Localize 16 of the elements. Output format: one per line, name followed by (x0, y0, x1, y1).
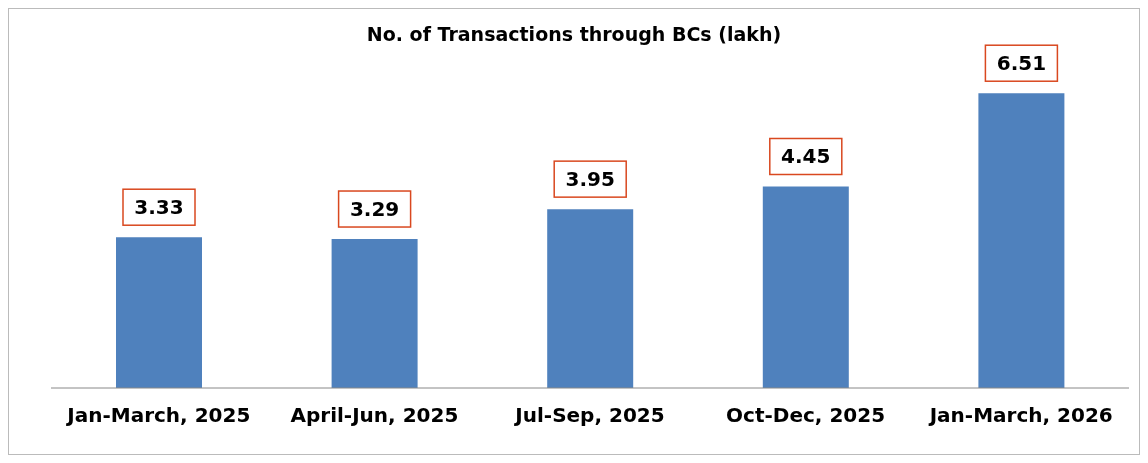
x-tick-label: April-Jun, 2025 (290, 403, 459, 428)
x-tick-label: Jan-March, 2026 (927, 403, 1113, 428)
chart-title: No. of Transactions through BCs (lakh) (365, 23, 783, 45)
bar (116, 237, 202, 388)
x-tick-label: Jul-Sep, 2025 (513, 403, 665, 428)
x-tick-label: Jan-March, 2025 (65, 403, 251, 428)
data-label: 3.33 (134, 195, 184, 220)
data-label: 3.95 (565, 167, 615, 192)
data-label: 4.45 (781, 144, 831, 169)
data-label: 6.51 (996, 51, 1047, 76)
bar (547, 209, 634, 388)
data-label: 3.29 (349, 197, 400, 222)
bar (331, 239, 418, 388)
bar (978, 93, 1065, 388)
x-tick-label: Oct-Dec, 2025 (726, 403, 886, 428)
bar (762, 186, 849, 388)
